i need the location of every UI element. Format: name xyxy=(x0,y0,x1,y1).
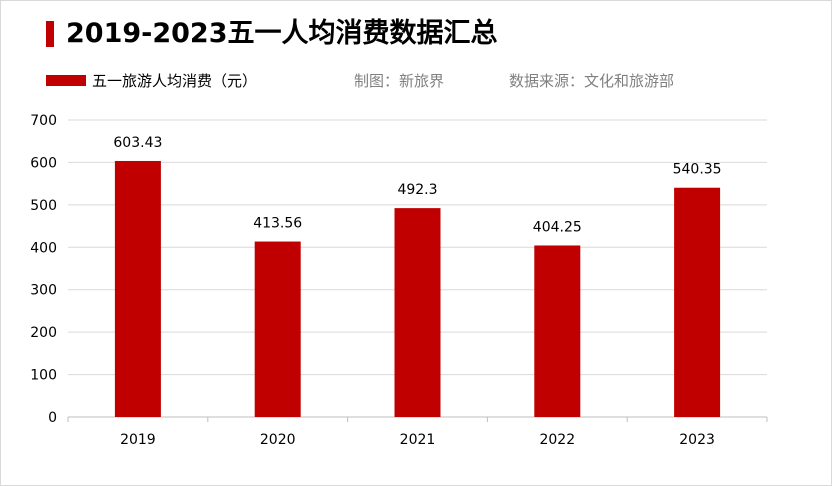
y-tick-label: 100 xyxy=(30,368,57,384)
made-by-credit: 制图：新旅界 xyxy=(354,72,445,90)
title-accent-bar xyxy=(46,21,54,47)
x-tick-label: 2023 xyxy=(679,432,715,448)
bar xyxy=(394,208,441,417)
chart-title: 2019-2023五一人均消费数据汇总 xyxy=(66,18,498,49)
source-credit: 数据来源：文化和旅游部 xyxy=(509,72,675,90)
legend-label: 五一旅游人均消费（元） xyxy=(92,72,258,90)
data-label: 492.3 xyxy=(397,182,437,198)
data-label: 603.43 xyxy=(113,135,162,151)
bar xyxy=(254,241,301,417)
data-label: 540.35 xyxy=(673,162,722,178)
y-tick-label: 0 xyxy=(48,410,57,426)
y-tick-label: 300 xyxy=(30,283,57,299)
bar xyxy=(114,160,161,417)
x-tick-label: 2022 xyxy=(539,432,575,448)
legend-swatch xyxy=(46,75,86,86)
y-tick-label: 500 xyxy=(30,198,57,214)
bar xyxy=(534,245,581,417)
data-label: 404.25 xyxy=(533,219,582,235)
y-tick-label: 700 xyxy=(30,113,57,129)
y-tick-label: 200 xyxy=(30,325,57,341)
x-tick-label: 2020 xyxy=(260,432,296,448)
y-tick-label: 600 xyxy=(30,155,57,171)
x-tick-label: 2021 xyxy=(400,432,436,448)
x-tick-label: 2019 xyxy=(120,432,156,448)
legend: 五一旅游人均消费（元） xyxy=(46,70,257,91)
bar xyxy=(674,187,721,417)
data-label: 413.56 xyxy=(253,216,302,232)
y-tick-label: 400 xyxy=(30,240,57,256)
